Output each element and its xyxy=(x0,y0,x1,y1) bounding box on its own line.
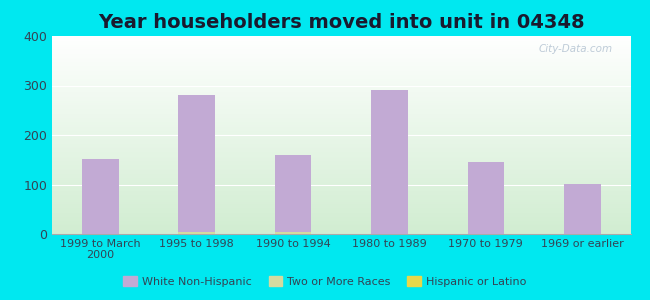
Bar xyxy=(275,155,311,234)
Bar xyxy=(275,232,311,234)
Bar xyxy=(82,159,118,234)
Title: Year householders moved into unit in 04348: Year householders moved into unit in 043… xyxy=(98,13,584,32)
Bar xyxy=(371,90,408,234)
Bar xyxy=(564,184,601,234)
Bar xyxy=(178,232,215,234)
Bar xyxy=(467,162,504,234)
Legend: White Non-Hispanic, Two or More Races, Hispanic or Latino: White Non-Hispanic, Two or More Races, H… xyxy=(119,272,531,291)
Bar xyxy=(178,95,215,234)
Text: City-Data.com: City-Data.com xyxy=(539,44,613,54)
